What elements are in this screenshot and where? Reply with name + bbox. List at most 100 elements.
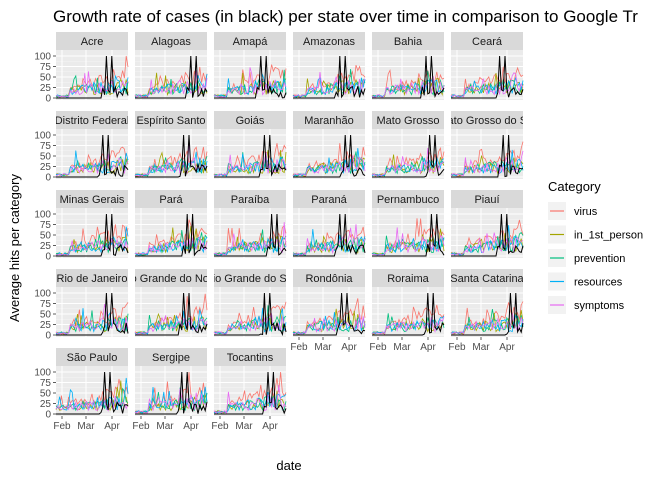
facet-strip-label: Amapá (233, 36, 269, 48)
facet-strip (293, 32, 365, 50)
y-tick-label: 50 (40, 231, 52, 242)
series-line-cases (451, 292, 524, 336)
series-line-symptoms (55, 303, 129, 335)
facet-plot-area (56, 208, 128, 258)
facet-strip (293, 190, 365, 208)
facet-panel: Ceará (450, 32, 524, 100)
series-line-cases (56, 134, 129, 178)
facet-strip (135, 190, 207, 208)
facet-strip (293, 269, 365, 287)
series-line-cases (214, 213, 287, 257)
facet-strip-label: Sergipe (152, 352, 190, 364)
series-line-resources (450, 77, 524, 98)
facet-panel: Mato Grosso (371, 111, 445, 179)
y-tick-label: 25 (40, 320, 52, 331)
facet-panel: Rio Grande do Sul (205, 269, 296, 337)
x-tick-label: Feb (53, 421, 71, 432)
facet-panel: Tocantins Feb Mar Apr (211, 348, 287, 432)
series-line-resources (450, 149, 524, 177)
facet-strip-label: Rio Grande do Sul (205, 273, 296, 285)
series-line-symptoms (371, 227, 445, 256)
series-line-symptoms (213, 222, 287, 256)
facet-strip (56, 111, 128, 129)
series-line-symptoms (134, 142, 208, 177)
y-tick-label: 0 (45, 410, 51, 421)
series-line-cases (451, 134, 524, 178)
y-tick-label: 100 (34, 131, 51, 142)
facet-strip (214, 32, 286, 50)
x-tick-label: Apr (183, 421, 199, 432)
facet-strip (293, 111, 365, 129)
facet-strip (135, 348, 207, 366)
facet-panel: Bahia (371, 32, 445, 100)
series-line-cases (451, 55, 524, 99)
series-line-symptoms (55, 153, 129, 177)
facet-strip (372, 111, 444, 129)
series-line-cases (372, 213, 445, 257)
facet-strip (56, 269, 128, 287)
x-tick-label: Apr (262, 421, 278, 432)
series-line-symptoms (213, 67, 287, 98)
x-tick-label: Feb (211, 421, 229, 432)
x-tick-label: Apr (420, 342, 436, 353)
legend-item-label: in_1st_person (574, 230, 643, 242)
series-line-cases (135, 371, 208, 415)
y-tick-label: 75 (40, 299, 52, 310)
series-line-cases (56, 55, 129, 99)
facet-strip (451, 32, 523, 50)
facet-strip-label: Santa Catarina (450, 273, 524, 285)
facet-strip (372, 190, 444, 208)
facet-panel: Mato Grosso do Sul (450, 111, 524, 179)
y-tick-label: 25 (40, 399, 52, 410)
facet-strip-label: Minas Gerais (60, 194, 125, 206)
series-line-symptoms (450, 313, 524, 335)
series-line-resources (134, 236, 208, 256)
facet-strip (214, 269, 286, 287)
y-tick-label: 25 (40, 241, 52, 252)
x-tick-label: Mar (393, 342, 411, 353)
facet-strip-label: Goiás (236, 115, 265, 127)
legend-title: Category (548, 179, 601, 194)
facet-strip-label: Acre (81, 36, 104, 48)
series-line-virus (55, 224, 129, 256)
series-line-cases (451, 213, 524, 257)
facet-strip-label: Tocantins (227, 352, 274, 364)
facet-strip (372, 269, 444, 287)
facet-panel: Rondônia Feb Mar Apr (290, 269, 366, 353)
facet-strip-label: Distrito Federal (55, 115, 130, 127)
legend: Category virus in_1st_person prevention res… (548, 179, 643, 314)
series-line-cases (56, 292, 129, 336)
x-tick-label: Apr (499, 342, 515, 353)
facet-plot-area (214, 287, 286, 337)
series-line-cases (135, 55, 208, 99)
facet-strip (135, 269, 207, 287)
y-tick-label: 0 (45, 173, 51, 184)
facet-plot-area (451, 50, 523, 100)
x-tick-label: Feb (290, 342, 308, 353)
series-line-symptoms (292, 224, 366, 256)
series-line-cases (293, 55, 366, 99)
facet-strip (135, 111, 207, 129)
y-tick-label: 50 (40, 152, 52, 163)
series-line-virus (450, 219, 524, 256)
facet-panel: Espírito Santo (134, 111, 208, 179)
facet-strip (451, 111, 523, 129)
facet-strip-label: Mato Grosso (377, 115, 440, 127)
facet-strip-label: Piauí (474, 194, 499, 206)
x-tick-label: Mar (314, 342, 332, 353)
series-line-symptoms (55, 395, 129, 412)
series-line-cases (214, 134, 287, 178)
facet-strip-label: Paraíba (231, 194, 270, 206)
facet-panel: Paraná (292, 190, 366, 258)
chart-title: Growth rate of cases (in black) per stat… (53, 7, 638, 26)
series-line-symptoms (292, 155, 366, 177)
series-line-cases (214, 55, 287, 99)
facet-strip (135, 32, 207, 50)
y-tick-label: 75 (40, 141, 52, 152)
